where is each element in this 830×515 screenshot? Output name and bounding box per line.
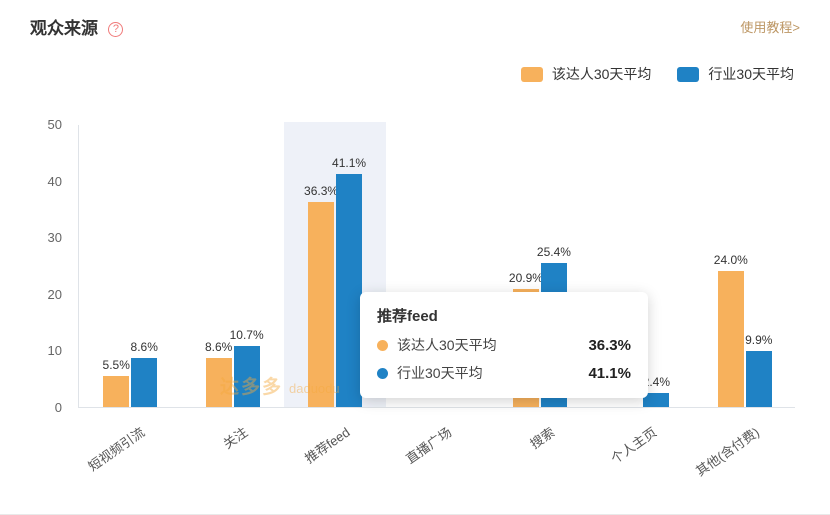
- x-axis-label-搜索: 搜索: [527, 424, 558, 452]
- bar-value-label: 8.6%: [204, 340, 233, 355]
- bar-value-label: 41.1%: [332, 156, 367, 171]
- y-tick-label: 20: [47, 286, 62, 302]
- bar-value-label: 25.4%: [536, 245, 571, 260]
- x-axis-label-个人主页: 个人主页: [608, 424, 660, 467]
- bar-value-label: 9.9%: [745, 332, 773, 347]
- title-wrap: 观众来源 ?: [30, 14, 124, 39]
- legend-label-industry: 行业30天平均: [708, 66, 794, 82]
- tooltip-label-creator: 该达人30天平均: [397, 337, 497, 353]
- watermark-brand: 达多多: [220, 377, 284, 398]
- bar-value-label: 8.6%: [130, 340, 158, 355]
- tooltip-value-creator: 36.3%: [588, 336, 631, 354]
- x-axis-label-短视频引流: 短视频引流: [85, 424, 148, 475]
- tooltip-row-creator: 该达人30天平均 36.3%: [377, 335, 631, 355]
- x-axis-label-关注: 关注: [220, 424, 250, 452]
- y-tick-label: 30: [47, 230, 62, 246]
- chart-tooltip: 推荐feed 该达人30天平均 36.3% 行业30天平均 41.1%: [360, 292, 648, 398]
- plot-area: 5.5% 8.6% 36.3% 20.9% 24.0% 8.6% 10.7% 41.1% 25.…: [78, 122, 795, 408]
- series-dot-creator-icon: [377, 339, 388, 351]
- legend: 该达人30天平均 行业30天平均: [520, 64, 794, 84]
- tooltip-label-industry: 行业30天平均: [397, 365, 483, 381]
- legend-item-creator[interactable]: 该达人30天平均: [520, 64, 652, 84]
- y-tick-label: 50: [47, 117, 62, 132]
- bar-creator-关注[interactable]: [205, 358, 232, 407]
- series-dot-industry-icon: [377, 367, 388, 379]
- bar-value-label: 36.3%: [304, 183, 339, 198]
- x-axis-label-直播广场: 直播广场: [403, 424, 455, 467]
- bar-industry-个人主页[interactable]: [643, 393, 670, 407]
- tooltip-title: 推荐feed: [377, 308, 438, 325]
- y-axis: 0 10 20 30 40 50: [22, 117, 68, 415]
- bar-industry-推荐feed[interactable]: [336, 174, 363, 407]
- bar-value-label: 24.0%: [713, 253, 748, 268]
- bar-value-label: 2.4%: [642, 375, 671, 390]
- legend-item-industry[interactable]: 行业30天平均: [677, 64, 794, 84]
- x-axis-label-推荐feed: 推荐feed: [301, 424, 353, 467]
- watermark: 达多多 daduodu: [220, 372, 340, 399]
- card-header: 观众来源 ? 使用教程>: [30, 14, 800, 39]
- bar-creator-推荐feed[interactable]: [308, 201, 335, 407]
- tooltip-value-industry: 41.1%: [588, 364, 631, 382]
- legend-label-creator: 该达人30天平均: [551, 66, 652, 82]
- y-tick-label: 0: [54, 400, 62, 415]
- x-axis-labels: 短视频引流 关注 推荐feed 直播广场 搜索 个人主页 其他(含付费): [78, 416, 795, 496]
- bar-creator-短视频引流[interactable]: [103, 375, 130, 407]
- bar-industry-短视频引流[interactable]: [131, 358, 158, 407]
- bar-creator-其他(含付费)[interactable]: [717, 271, 744, 407]
- page-title: 观众来源: [30, 19, 98, 38]
- bar-value-label: 10.7%: [229, 328, 264, 343]
- help-icon[interactable]: ?: [108, 22, 124, 37]
- y-tick-label: 40: [47, 173, 62, 189]
- x-axis-label-其他(含付费): 其他(含付费): [693, 424, 763, 480]
- tooltip-row-industry: 行业30天平均 41.1%: [377, 363, 631, 383]
- bar-value-label: 20.9%: [508, 270, 543, 285]
- bar-industry-关注[interactable]: [233, 346, 260, 407]
- watermark-sub: daduodu: [289, 381, 340, 396]
- legend-swatch-industry-icon: [677, 66, 700, 82]
- legend-swatch-creator-icon: [520, 66, 543, 82]
- bar-value-label: 5.5%: [102, 357, 130, 372]
- y-tick-label: 10: [47, 343, 62, 359]
- bar-industry-其他(含付费)[interactable]: [745, 350, 772, 407]
- tutorial-link[interactable]: 使用教程>: [740, 20, 800, 35]
